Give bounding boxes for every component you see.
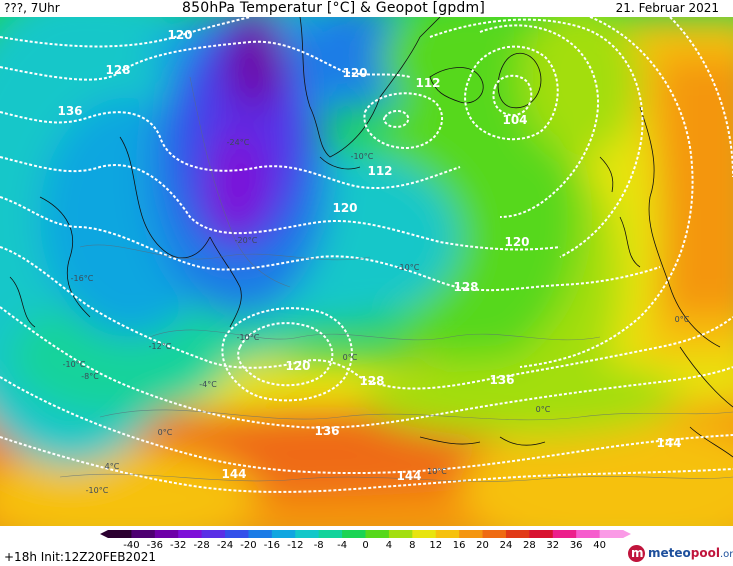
colorbar-min-arrow [100, 530, 108, 538]
isotherm-label: 0°C [675, 315, 690, 324]
forecast-day-label: ???, 7Uhr [4, 1, 60, 15]
valid-date: 21. Februar 2021 [615, 1, 719, 15]
geopotential-label: 128 [105, 63, 130, 77]
colorbar-swatch [318, 530, 343, 538]
geopotential-label: 136 [57, 104, 82, 118]
geopotential-label: 136 [314, 424, 339, 438]
colorbar-tick-label: 40 [593, 540, 606, 551]
colorbar-swatch [342, 530, 366, 538]
geopotential-label: 112 [367, 164, 392, 178]
geopotential-label: 128 [453, 280, 478, 294]
geopotential-label: 144 [396, 469, 421, 483]
geopotential-label: 120 [332, 201, 357, 215]
geopotential-label: 136 [489, 373, 514, 387]
colorbar-swatch [201, 530, 226, 538]
isotherm-label: -10°C [237, 333, 260, 342]
isotherm-label: -20°C [235, 236, 258, 245]
weather-map: 120 128 136 120 112 112 104 120 120 128 … [0, 17, 733, 526]
geopotential-label: 120 [167, 28, 192, 42]
geopotential-label: 104 [502, 113, 527, 127]
colorbar-swatch [295, 530, 320, 538]
meteopool-logo-text: meteopool.org [648, 546, 733, 560]
geopotential-label: 144 [656, 436, 681, 450]
isotherm-label: 0°C [536, 405, 551, 414]
geopotential-label: 120 [285, 359, 310, 373]
colorbar-swatch [108, 530, 132, 538]
colorbar-tick-label: 12 [429, 540, 442, 551]
colorbar-tick-label: -40 [123, 540, 139, 551]
colorbar-tick-label: 28 [523, 540, 536, 551]
colorbar-swatch [178, 530, 203, 538]
colorbar-swatch [271, 530, 296, 538]
isotherm-label: -10°C [86, 486, 109, 495]
isotherm-label: -16°C [71, 274, 94, 283]
geopotential-contours [0, 17, 733, 493]
colorbar-swatch [505, 530, 530, 538]
isotherm-label: 0°C [343, 353, 358, 362]
colorbar-tick-label: 36 [570, 540, 583, 551]
isotherm-label: -10°C [63, 360, 86, 369]
colorbar-swatches [100, 530, 631, 538]
colorbar-tick-label: -32 [170, 540, 186, 551]
colorbar-swatch [248, 530, 273, 538]
geopotential-label: 120 [342, 66, 367, 80]
colorbar-tick-label: -16 [264, 540, 280, 551]
isotherm-label: -10°C [351, 152, 374, 161]
isotherm-label: 4°C [105, 462, 120, 471]
isotherm-label: -10°C [397, 263, 420, 272]
isotherm-label: -24°C [227, 138, 250, 147]
colorbar-swatch [131, 530, 156, 538]
colorbar-tick-label: 20 [476, 540, 489, 551]
isotherm-label: -12°C [149, 342, 172, 351]
header-bar: ???, 7Uhr 850hPa Temperatur [°C] & Geopo… [0, 0, 733, 18]
colorbar-swatch [435, 530, 460, 538]
init-time-label: +18h Init:12Z20FEB2021 [4, 550, 156, 564]
colorbar-tick-label: 32 [546, 540, 559, 551]
colorbar-tick-label: -12 [287, 540, 303, 551]
isotherm-label: -4°C [199, 380, 217, 389]
colorbar-swatch [599, 530, 624, 538]
colorbar-tick-label: -24 [217, 540, 233, 551]
colorbar-ticks: -40 -36 -32 -28 -24 -20 -16 -12 -8 -4 0 4 8 12 16 20 24 2… [123, 540, 606, 551]
coastlines [9, 17, 733, 458]
geopotential-label: 144 [221, 467, 246, 481]
geopotential-labels: 120 128 136 120 112 112 104 120 120 128 … [57, 28, 681, 483]
colorbar-tick-label: 16 [453, 540, 466, 551]
map-title: 850hPa Temperatur [°C] & Geopot [gpdm] [182, 0, 486, 16]
colorbar-swatch [225, 530, 249, 538]
colorbar-tick-label: 0 [362, 540, 368, 551]
meteopool-logo-icon: m [628, 545, 645, 562]
colorbar-tick-label: -28 [193, 540, 209, 551]
colorbar-swatch [482, 530, 507, 538]
geopotential-label: 120 [504, 235, 529, 249]
colorbar-tick-label: -4 [337, 540, 347, 551]
isotherm-labels: -24°C -20°C -16°C -12°C -10°C -10°C -10°… [63, 138, 690, 495]
colorbar-tick-label: 8 [409, 540, 415, 551]
colorbar-swatch [459, 530, 484, 538]
colorbar-tick-label: -36 [147, 540, 163, 551]
geopotential-label: 112 [415, 76, 440, 90]
colorbar-max-arrow [623, 530, 631, 538]
colorbar-tick-label: 4 [386, 540, 392, 551]
colorbar-swatch [576, 530, 601, 538]
temperature-colorbar: -40 -36 -32 -28 -24 -20 -16 -12 -8 -4 0 4 8 12 16 20 24 2… [100, 530, 631, 551]
colorbar-swatch [529, 530, 554, 538]
colorbar-tick-label: -20 [240, 540, 256, 551]
isotherm-label: 0°C [158, 428, 173, 437]
colorbar-swatch [552, 530, 577, 538]
colorbar-swatch [365, 530, 390, 538]
geopotential-label: 128 [359, 374, 384, 388]
isotherm-label: 10°C [427, 467, 447, 476]
isotherm-contours [59, 76, 733, 482]
colorbar-swatch [388, 530, 413, 538]
colorbar-tick-label: 24 [500, 540, 513, 551]
colorbar-tick-label: -8 [314, 540, 324, 551]
temperature-field [0, 17, 733, 526]
isotherm-label: -8°C [81, 372, 99, 381]
footer-bar: -40 -36 -32 -28 -24 -20 -16 -12 -8 -4 0 4 8 12 16 20 24 2… [0, 526, 733, 566]
colorbar-swatch [412, 530, 437, 538]
colorbar-swatch [154, 530, 179, 538]
